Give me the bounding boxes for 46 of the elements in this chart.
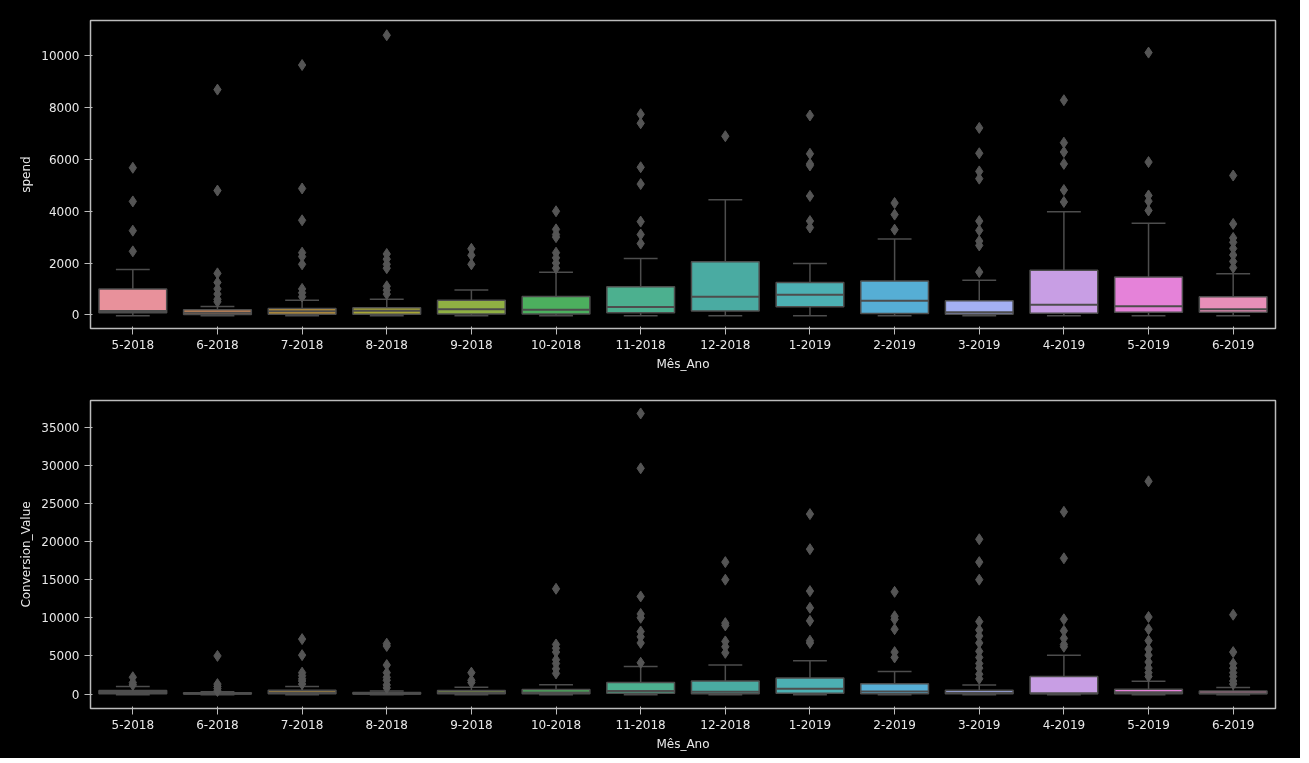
x-tick-label: 4-2019 bbox=[1042, 717, 1086, 732]
y-tick-label: 4000 bbox=[48, 204, 80, 219]
x-tick-label: 11-2018 bbox=[615, 717, 666, 732]
y-tick-label: 15000 bbox=[41, 573, 80, 588]
y-tick-label: 10000 bbox=[41, 49, 80, 64]
x-tick-label: 9-2018 bbox=[450, 717, 493, 732]
x-tick-label: 2-2019 bbox=[873, 717, 916, 732]
x-tick-label: 4-2019 bbox=[1042, 337, 1086, 352]
y-tick-label: 8000 bbox=[48, 101, 80, 116]
x-tick-label: 6-2019 bbox=[1211, 337, 1255, 352]
y-axis-title: spend bbox=[19, 156, 34, 193]
x-tick-label: 6-2018 bbox=[196, 337, 239, 352]
x-axis-title: Mês_Ano bbox=[656, 356, 710, 371]
y-tick-label: 0 bbox=[71, 308, 80, 323]
x-tick-label: 3-2019 bbox=[958, 337, 1001, 352]
x-tick-label: 5-2018 bbox=[111, 337, 155, 352]
x-tick-label: 1-2019 bbox=[788, 717, 832, 732]
x-axis-title: Mês_Ano bbox=[656, 736, 710, 751]
y-tick-label: 35000 bbox=[41, 420, 80, 435]
x-tick-label: 3-2019 bbox=[958, 717, 1001, 732]
x-tick-label: 6-2019 bbox=[1211, 717, 1255, 732]
y-tick-label: 2000 bbox=[48, 256, 80, 271]
y-tick-label: 30000 bbox=[41, 458, 80, 473]
x-tick-label: 7-2018 bbox=[280, 717, 324, 732]
x-tick-label: 11-2018 bbox=[615, 337, 666, 352]
x-tick-label: 5-2018 bbox=[111, 717, 155, 732]
x-tick-label: 8-2018 bbox=[365, 717, 409, 732]
x-tick-label: 12-2018 bbox=[700, 717, 751, 732]
x-tick-label: 6-2018 bbox=[196, 717, 239, 732]
x-tick-label: 10-2018 bbox=[530, 337, 582, 352]
y-tick-label: 0 bbox=[71, 687, 80, 702]
y-tick-label: 10000 bbox=[41, 611, 80, 626]
x-tick-label: 8-2018 bbox=[365, 337, 409, 352]
x-tick-label: 10-2018 bbox=[530, 717, 582, 732]
x-tick-label: 2-2019 bbox=[873, 337, 916, 352]
y-tick-label: 5000 bbox=[48, 649, 80, 664]
x-tick-label: 12-2018 bbox=[700, 337, 751, 352]
y-tick-label: 6000 bbox=[48, 152, 80, 167]
x-tick-label: 9-2018 bbox=[450, 337, 493, 352]
x-tick-label: 1-2019 bbox=[788, 337, 832, 352]
y-tick-label: 20000 bbox=[41, 535, 80, 550]
x-tick-label: 5-2019 bbox=[1127, 337, 1170, 352]
x-tick-label: 5-2019 bbox=[1127, 717, 1170, 732]
y-axis-title: Conversion_Value bbox=[19, 501, 34, 608]
y-tick-label: 25000 bbox=[41, 496, 80, 511]
x-tick-label: 7-2018 bbox=[280, 337, 324, 352]
